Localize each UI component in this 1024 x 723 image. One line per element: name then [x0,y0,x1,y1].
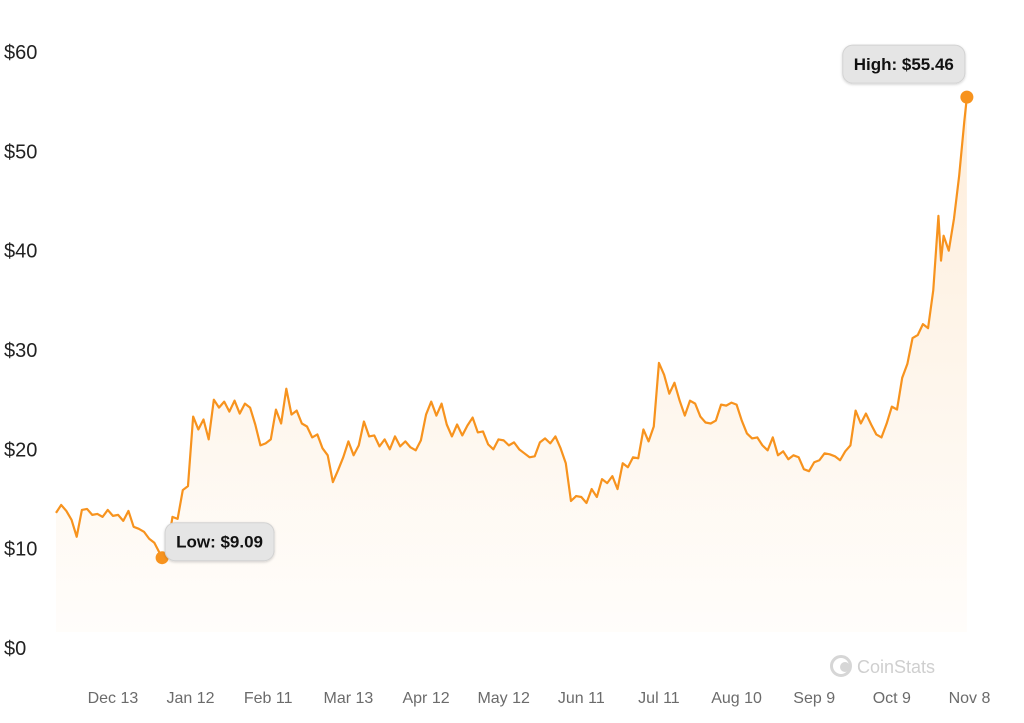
y-tick-label: $10 [4,539,37,561]
low-annotation: Low: $9.09 [155,522,275,565]
y-tick-label: $40 [4,241,37,263]
y-axis: $0 $10 $20 $30 $40 $50 $60 [4,42,37,660]
watermark: CoinStats [830,655,935,677]
price-line [55,96,968,559]
annotation-dot [960,90,974,104]
y-tick-label: $30 [4,340,37,362]
x-tick-label: Sep 9 [793,690,835,707]
annotations: Low: $9.09 High: $55.46 [155,44,974,565]
x-tick-label: Feb 11 [244,690,293,707]
high-annotation: High: $55.46 [842,44,974,104]
watermark-text: CoinStats [857,657,935,677]
coinstats-logo-icon [830,655,852,677]
x-tick-label: Apr 12 [402,690,449,707]
y-tick-label: $50 [4,141,37,163]
y-tick-label: $20 [4,439,37,461]
x-tick-label: Oct 9 [873,690,911,707]
x-tick-label: Aug 10 [711,690,762,707]
y-tick-label: $0 [4,638,26,660]
x-tick-label: Jul 11 [638,690,680,707]
x-tick-label: Mar 13 [324,690,374,707]
x-tick-label: May 12 [477,690,530,707]
annotation-badge [842,44,966,84]
annotation-label: High: $55.46 [854,55,954,74]
annotation-label: Low: $9.09 [176,533,263,552]
price-area [56,97,967,633]
x-tick-label: Jun 11 [558,690,605,707]
x-axis: Dec 13 Jan 12 Feb 11 Mar 13 Apr 12 May 12 Jun … [88,690,991,707]
annotation-badge [164,522,275,562]
y-tick-label: $60 [4,42,37,64]
x-tick-label: Nov 8 [949,690,991,707]
x-tick-label: Jan 12 [167,690,215,707]
x-tick-label: Dec 13 [88,690,139,707]
